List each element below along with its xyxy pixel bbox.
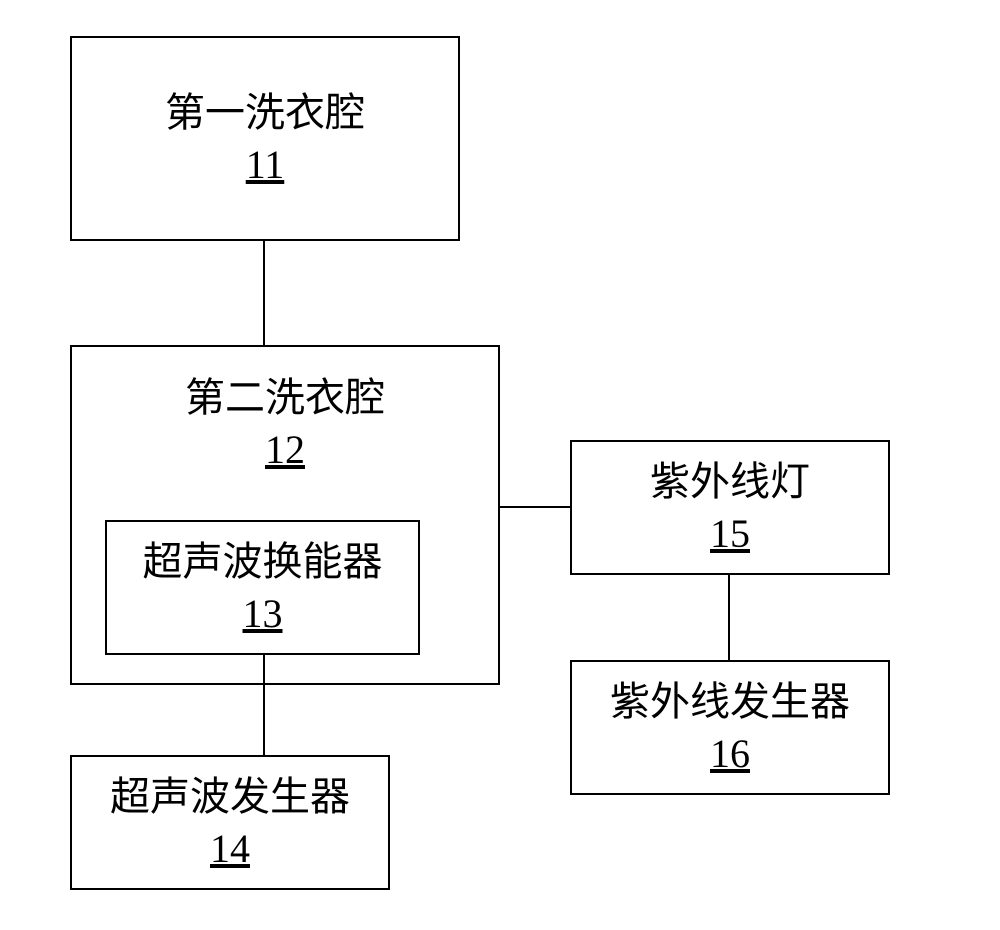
node-box3: 超声波换能器 13	[105, 520, 420, 655]
node-box6: 紫外线发生器 16	[570, 660, 890, 795]
node-box4-label: 超声波发生器	[110, 771, 350, 823]
edge-5-6	[728, 575, 730, 660]
node-box4: 超声波发生器 14	[70, 755, 390, 890]
node-box5: 紫外线灯 15	[570, 440, 890, 575]
node-box2-label: 第二洗衣腔	[185, 372, 385, 424]
edge-2-5	[500, 506, 570, 508]
edge-3-4	[263, 655, 265, 755]
node-box5-number: 15	[710, 508, 750, 560]
node-box3-number: 13	[243, 588, 283, 640]
edge-1-2	[263, 241, 265, 345]
node-box4-number: 14	[210, 823, 250, 875]
node-box6-number: 16	[710, 728, 750, 780]
node-box2-number: 12	[265, 424, 305, 476]
node-box1: 第一洗衣腔 11	[70, 36, 460, 241]
node-box1-number: 11	[246, 139, 285, 191]
node-box6-label: 紫外线发生器	[610, 676, 850, 728]
node-box1-label: 第一洗衣腔	[165, 87, 365, 139]
node-box3-label: 超声波换能器	[143, 536, 383, 588]
node-box5-label: 紫外线灯	[650, 456, 810, 508]
